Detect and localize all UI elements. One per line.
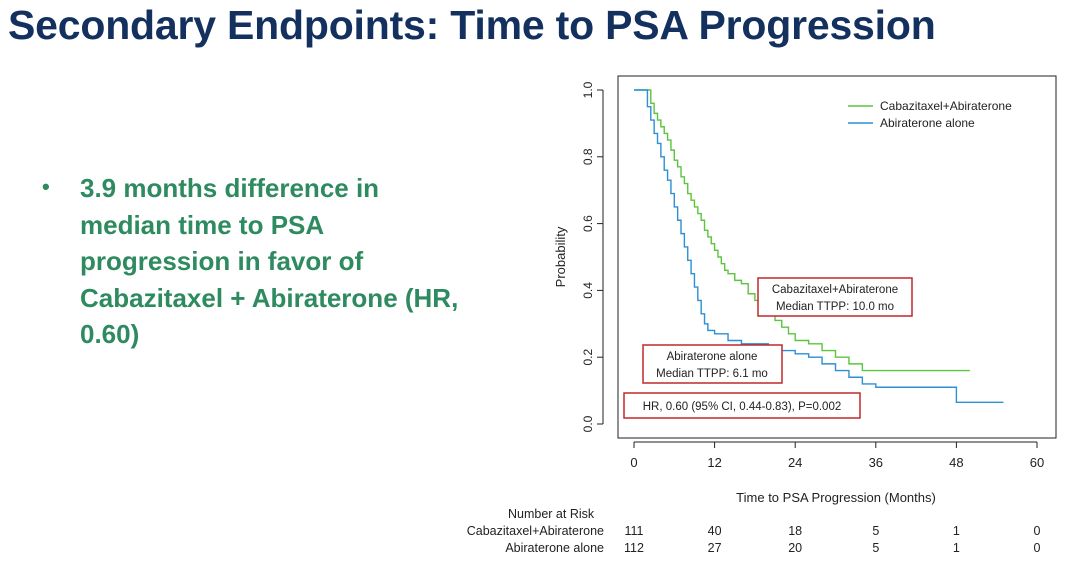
y-tick-label: 0.6 bbox=[581, 215, 595, 232]
annotation-box-abiraterone bbox=[642, 344, 783, 384]
annotation-cabazitaxel-line2: Median TTPP: 10.0 mo bbox=[776, 301, 894, 313]
annotation-box-cabazitaxel bbox=[757, 277, 913, 317]
y-tick-label: 1.0 bbox=[581, 81, 595, 98]
risk-value: 111 bbox=[624, 524, 644, 538]
risk-value: 5 bbox=[872, 541, 880, 555]
risk-value: 18 bbox=[788, 524, 803, 538]
x-tick-label: 48 bbox=[949, 455, 963, 470]
y-axis: 0.0 0.2 0.4 0.6 0.8 1.0 bbox=[581, 81, 604, 432]
risk-value: 1 bbox=[952, 541, 960, 555]
risk-value: 112 bbox=[624, 541, 644, 555]
x-tick-label: 36 bbox=[869, 455, 883, 470]
annotation-box-hr bbox=[623, 392, 861, 419]
risk-row-label-abiraterone: Abiraterone alone bbox=[505, 541, 604, 555]
curve-cabazitaxel-abiraterone bbox=[634, 89, 970, 372]
y-tick-label: 0.8 bbox=[581, 148, 595, 165]
x-axis: 0 12 24 36 48 60 bbox=[630, 441, 1044, 470]
annotation-abiraterone-line2: Median TTPP: 6.1 mo bbox=[656, 368, 768, 380]
x-axis-label: Time to PSA Progression (Months) bbox=[736, 490, 936, 505]
risk-value: 5 bbox=[872, 524, 880, 538]
y-tick-label: 0.2 bbox=[581, 349, 595, 366]
legend-label-cabazitaxel: Cabazitaxel+Abiraterone bbox=[880, 99, 1012, 113]
risk-value: 1 bbox=[952, 524, 960, 538]
curve-abiraterone-alone bbox=[634, 89, 1004, 403]
bullet-text: 3.9 months difference in median time to … bbox=[80, 173, 459, 349]
plot-frame bbox=[617, 75, 1057, 439]
legend: Cabazitaxel+Abiraterone Abiraterone alon… bbox=[848, 99, 1012, 130]
y-tick-label: 0.4 bbox=[581, 282, 595, 299]
annotation-cabazitaxel-line1: Cabazitaxel+Abiraterone bbox=[772, 284, 898, 296]
annotation-hr-text: HR, 0.60 (95% CI, 0.44-0.83), P=0.002 bbox=[643, 401, 842, 413]
risk-value: 0 bbox=[1033, 541, 1041, 555]
y-tick-label: 0.0 bbox=[581, 415, 595, 432]
risk-value: 20 bbox=[788, 541, 803, 555]
risk-table-header: Number at Risk bbox=[508, 507, 595, 521]
survival-curves bbox=[634, 89, 1004, 403]
risk-value: 40 bbox=[707, 524, 722, 538]
x-tick-label: 24 bbox=[788, 455, 802, 470]
bullet-dot-icon: • bbox=[42, 174, 50, 199]
y-axis-label: Probability bbox=[553, 226, 568, 287]
annotations: Cabazitaxel+Abiraterone Median TTPP: 10.… bbox=[623, 277, 913, 419]
legend-label-abiraterone: Abiraterone alone bbox=[880, 116, 975, 130]
risk-value: 27 bbox=[707, 541, 722, 555]
slide-title: Secondary Endpoints: Time to PSA Progres… bbox=[8, 2, 936, 48]
x-tick-label: 0 bbox=[630, 455, 637, 470]
x-tick-label: 60 bbox=[1030, 455, 1044, 470]
risk-value: 0 bbox=[1033, 524, 1041, 538]
x-tick-label: 12 bbox=[707, 455, 721, 470]
annotation-abiraterone-line1: Abiraterone alone bbox=[667, 351, 758, 363]
risk-row-label-cabazitaxel: Cabazitaxel+Abiraterone bbox=[466, 524, 604, 538]
